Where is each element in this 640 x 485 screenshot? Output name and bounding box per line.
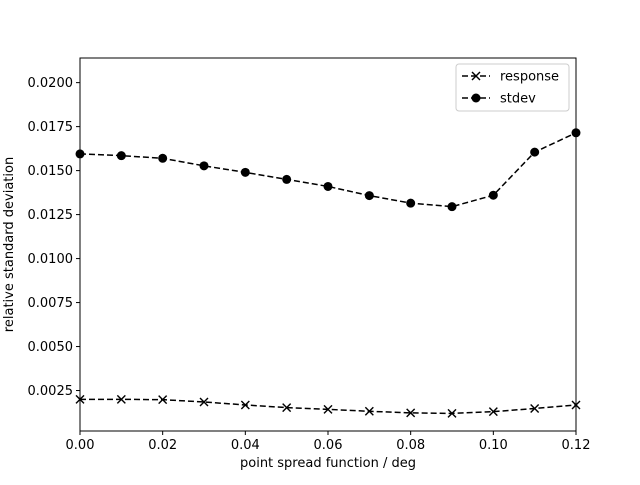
data-point-stdev	[158, 153, 168, 163]
data-point-response	[199, 397, 209, 407]
y-tick-label: 0.0175	[28, 120, 74, 135]
legend-entry-stdev: stdev	[462, 92, 536, 107]
y-tick-label: 0.0200	[28, 76, 74, 91]
marker-stroke	[240, 400, 250, 410]
data-point-response	[323, 404, 333, 414]
x-tick-label: 0.00	[66, 438, 95, 453]
legend-marker	[471, 93, 481, 103]
y-tick-label: 0.0100	[28, 252, 74, 267]
data-point-stdev	[240, 167, 250, 177]
legend-marker	[471, 71, 481, 81]
data-point-stdev	[488, 190, 498, 200]
x-tick-label: 0.04	[231, 438, 260, 453]
y-tick-label: 0.0025	[28, 384, 74, 399]
data-point-stdev	[406, 198, 416, 208]
x-axis-label: point spread function / deg	[240, 456, 416, 471]
marker-stroke	[471, 71, 481, 81]
data-point-response	[447, 408, 457, 418]
data-point-response	[488, 407, 498, 417]
legend-label: response	[500, 70, 559, 85]
marker-stroke	[364, 406, 374, 416]
data-point-stdev	[282, 174, 292, 184]
data-point-response	[530, 403, 540, 413]
data-point-response	[240, 400, 250, 410]
y-axis-label: relative standard deviation	[2, 157, 17, 332]
marker-stroke	[282, 403, 292, 413]
data-point-response	[158, 395, 168, 405]
x-tick-label: 0.08	[396, 438, 425, 453]
y-tick-label: 0.0050	[28, 340, 74, 355]
x-tick-label: 0.02	[148, 438, 177, 453]
data-point-stdev	[323, 181, 333, 191]
y-tick-label: 0.0150	[28, 164, 74, 179]
data-point-response	[364, 406, 374, 416]
data-point-stdev	[199, 161, 209, 171]
data-point-stdev	[116, 151, 126, 161]
marker-stroke	[323, 404, 333, 414]
marker-stroke	[406, 408, 416, 418]
y-tick-label: 0.0075	[28, 296, 74, 311]
x-axis: 0.00 0.02 0.04 0.06 0.08 0.10 0.12	[66, 431, 591, 453]
marker-stroke	[530, 403, 540, 413]
legend-entry-response: response	[462, 70, 559, 85]
x-tick-label: 0.06	[314, 438, 343, 453]
y-axis: 0.0025 0.0050 0.0075 0.0100 0.0125 0.0150 0.01…	[28, 76, 80, 399]
marker-stroke	[158, 395, 168, 405]
data-point-stdev	[530, 147, 540, 157]
data-point-response	[406, 408, 416, 418]
legend-label: stdev	[500, 92, 536, 107]
legend: response stdev	[455, 63, 570, 112]
data-point-response	[282, 403, 292, 413]
marker-stroke	[116, 394, 126, 404]
marker-stroke	[447, 408, 457, 418]
x-tick-label: 0.12	[562, 438, 591, 453]
data-point-stdev	[447, 202, 457, 212]
marker-stroke	[488, 407, 498, 417]
data-point-response	[116, 394, 126, 404]
y-tick-label: 0.0125	[28, 208, 74, 223]
data-point-stdev	[364, 191, 374, 201]
x-tick-label: 0.10	[479, 438, 508, 453]
marker-stroke	[199, 397, 209, 407]
